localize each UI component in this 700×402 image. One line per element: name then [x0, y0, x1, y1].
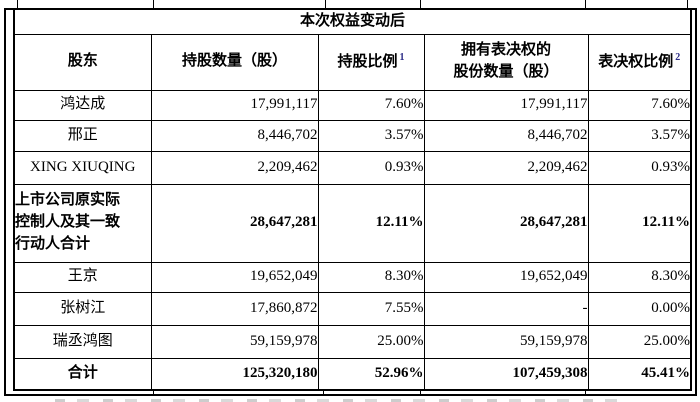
voting-shares-cell: 107,459,308	[423, 357, 589, 391]
previous-table-edge	[325, 0, 326, 8]
shares-cell: 2,209,462	[150, 150, 319, 185]
voting-pct-cell: 12.11%	[587, 183, 692, 263]
footnote-superscript: 2	[675, 51, 681, 63]
voting-shares-cell: -	[423, 291, 589, 326]
table-title-row: 本次权益变动后	[13, 8, 692, 35]
table-row-original-controllers-subtotal: 上市公司原实际 控制人及其一致 行动人合计 28,647,281 12.11% …	[13, 183, 692, 263]
column-header-label: 股东	[67, 53, 98, 70]
voting-shares-cell: 19,652,049	[423, 261, 589, 293]
shareholder-name-cell: 张树江	[13, 291, 152, 326]
shareholder-name-cell: 合计	[13, 357, 152, 391]
voting-pct-cell: 45.41%	[587, 357, 692, 391]
column-header-shareholder: 股东	[13, 33, 152, 91]
table-header-row: 股东 持股数量（股） 持股比例 1 拥有表决权的 股份数量（股） 表决权比例 2	[13, 33, 692, 91]
shareholder-name-cell: 王京	[13, 261, 152, 293]
next-table-edge	[323, 389, 324, 395]
shareholder-name-cell: 上市公司原实际 控制人及其一致 行动人合计	[13, 183, 152, 263]
column-header-shares: 持股数量（股）	[150, 33, 319, 91]
shareholder-name-cell: XING XIUQING	[13, 150, 152, 185]
column-header-label: 表决权比例	[598, 53, 674, 70]
previous-table-edge	[420, 0, 421, 8]
previous-table-edge	[153, 0, 154, 8]
shares-cell: 17,860,872	[150, 291, 319, 326]
table-title: 本次权益变动后	[13, 8, 692, 35]
table-row: 鸿达成 17,991,117 7.60% 17,991,117 7.60%	[13, 89, 692, 121]
shares-cell: 125,320,180	[150, 357, 319, 391]
column-header-label: 拥有表决权的 股份数量（股）	[453, 42, 559, 80]
column-header-label: 持股数量（股）	[181, 53, 287, 70]
column-header-share-pct: 持股比例 1	[317, 33, 425, 91]
previous-table-edge	[17, 0, 18, 8]
voting-pct-cell: 0.93%	[587, 150, 692, 185]
previous-table-edge	[687, 0, 688, 8]
table-row: 瑞丞鸿图 59,159,978 25.00% 59,159,978 25.00%	[13, 324, 692, 359]
cutoff-text-artifact	[55, 399, 625, 402]
voting-shares-cell: 8,446,702	[423, 119, 589, 152]
voting-pct-cell: 3.57%	[587, 119, 692, 152]
shareholder-name-cell: 鸿达成	[13, 89, 152, 121]
voting-shares-cell: 2,209,462	[423, 150, 589, 185]
table-row: XING XIUQING 2,209,462 0.93% 2,209,462 0…	[13, 150, 692, 185]
shares-cell: 28,647,281	[150, 183, 319, 263]
share-pct-cell: 3.57%	[317, 119, 425, 152]
voting-shares-cell: 59,159,978	[423, 324, 589, 359]
footnote-superscript: 1	[399, 51, 405, 63]
share-pct-cell: 8.30%	[317, 261, 425, 293]
voting-pct-cell: 25.00%	[587, 324, 692, 359]
shares-cell: 8,446,702	[150, 119, 319, 152]
voting-pct-cell: 7.60%	[587, 89, 692, 121]
next-table-edge	[420, 389, 421, 395]
voting-shares-cell: 28,647,281	[423, 183, 589, 263]
share-pct-cell: 12.11%	[317, 183, 425, 263]
column-header-label: 持股比例	[337, 53, 398, 70]
next-table-edge	[153, 389, 154, 395]
column-header-voting-pct: 表决权比例 2	[587, 33, 692, 91]
share-pct-cell: 0.93%	[317, 150, 425, 185]
shareholder-name-cell: 瑞丞鸿图	[13, 324, 152, 359]
previous-table-edge	[585, 0, 586, 8]
share-pct-cell: 7.55%	[317, 291, 425, 326]
next-table-edge	[585, 389, 586, 395]
shares-cell: 19,652,049	[150, 261, 319, 293]
shares-cell: 17,991,117	[150, 89, 319, 121]
share-pct-cell: 25.00%	[317, 324, 425, 359]
table-row: 邢正 8,446,702 3.57% 8,446,702 3.57%	[13, 119, 692, 152]
equity-change-table: 本次权益变动后 股东 持股数量（股） 持股比例 1 拥有表决权的 股份数量（股） …	[13, 8, 692, 391]
column-header-voting-shares: 拥有表决权的 股份数量（股）	[423, 33, 589, 91]
share-pct-cell: 52.96%	[317, 357, 425, 391]
voting-pct-cell: 8.30%	[587, 261, 692, 293]
shares-cell: 59,159,978	[150, 324, 319, 359]
share-pct-cell: 7.60%	[317, 89, 425, 121]
voting-pct-cell: 0.00%	[587, 291, 692, 326]
table-row: 张树江 17,860,872 7.55% - 0.00%	[13, 291, 692, 326]
voting-shares-cell: 17,991,117	[423, 89, 589, 121]
table-row-total: 合计 125,320,180 52.96% 107,459,308 45.41%	[13, 357, 692, 391]
shareholder-name-cell: 邢正	[13, 119, 152, 152]
table-row: 王京 19,652,049 8.30% 19,652,049 8.30%	[13, 261, 692, 293]
